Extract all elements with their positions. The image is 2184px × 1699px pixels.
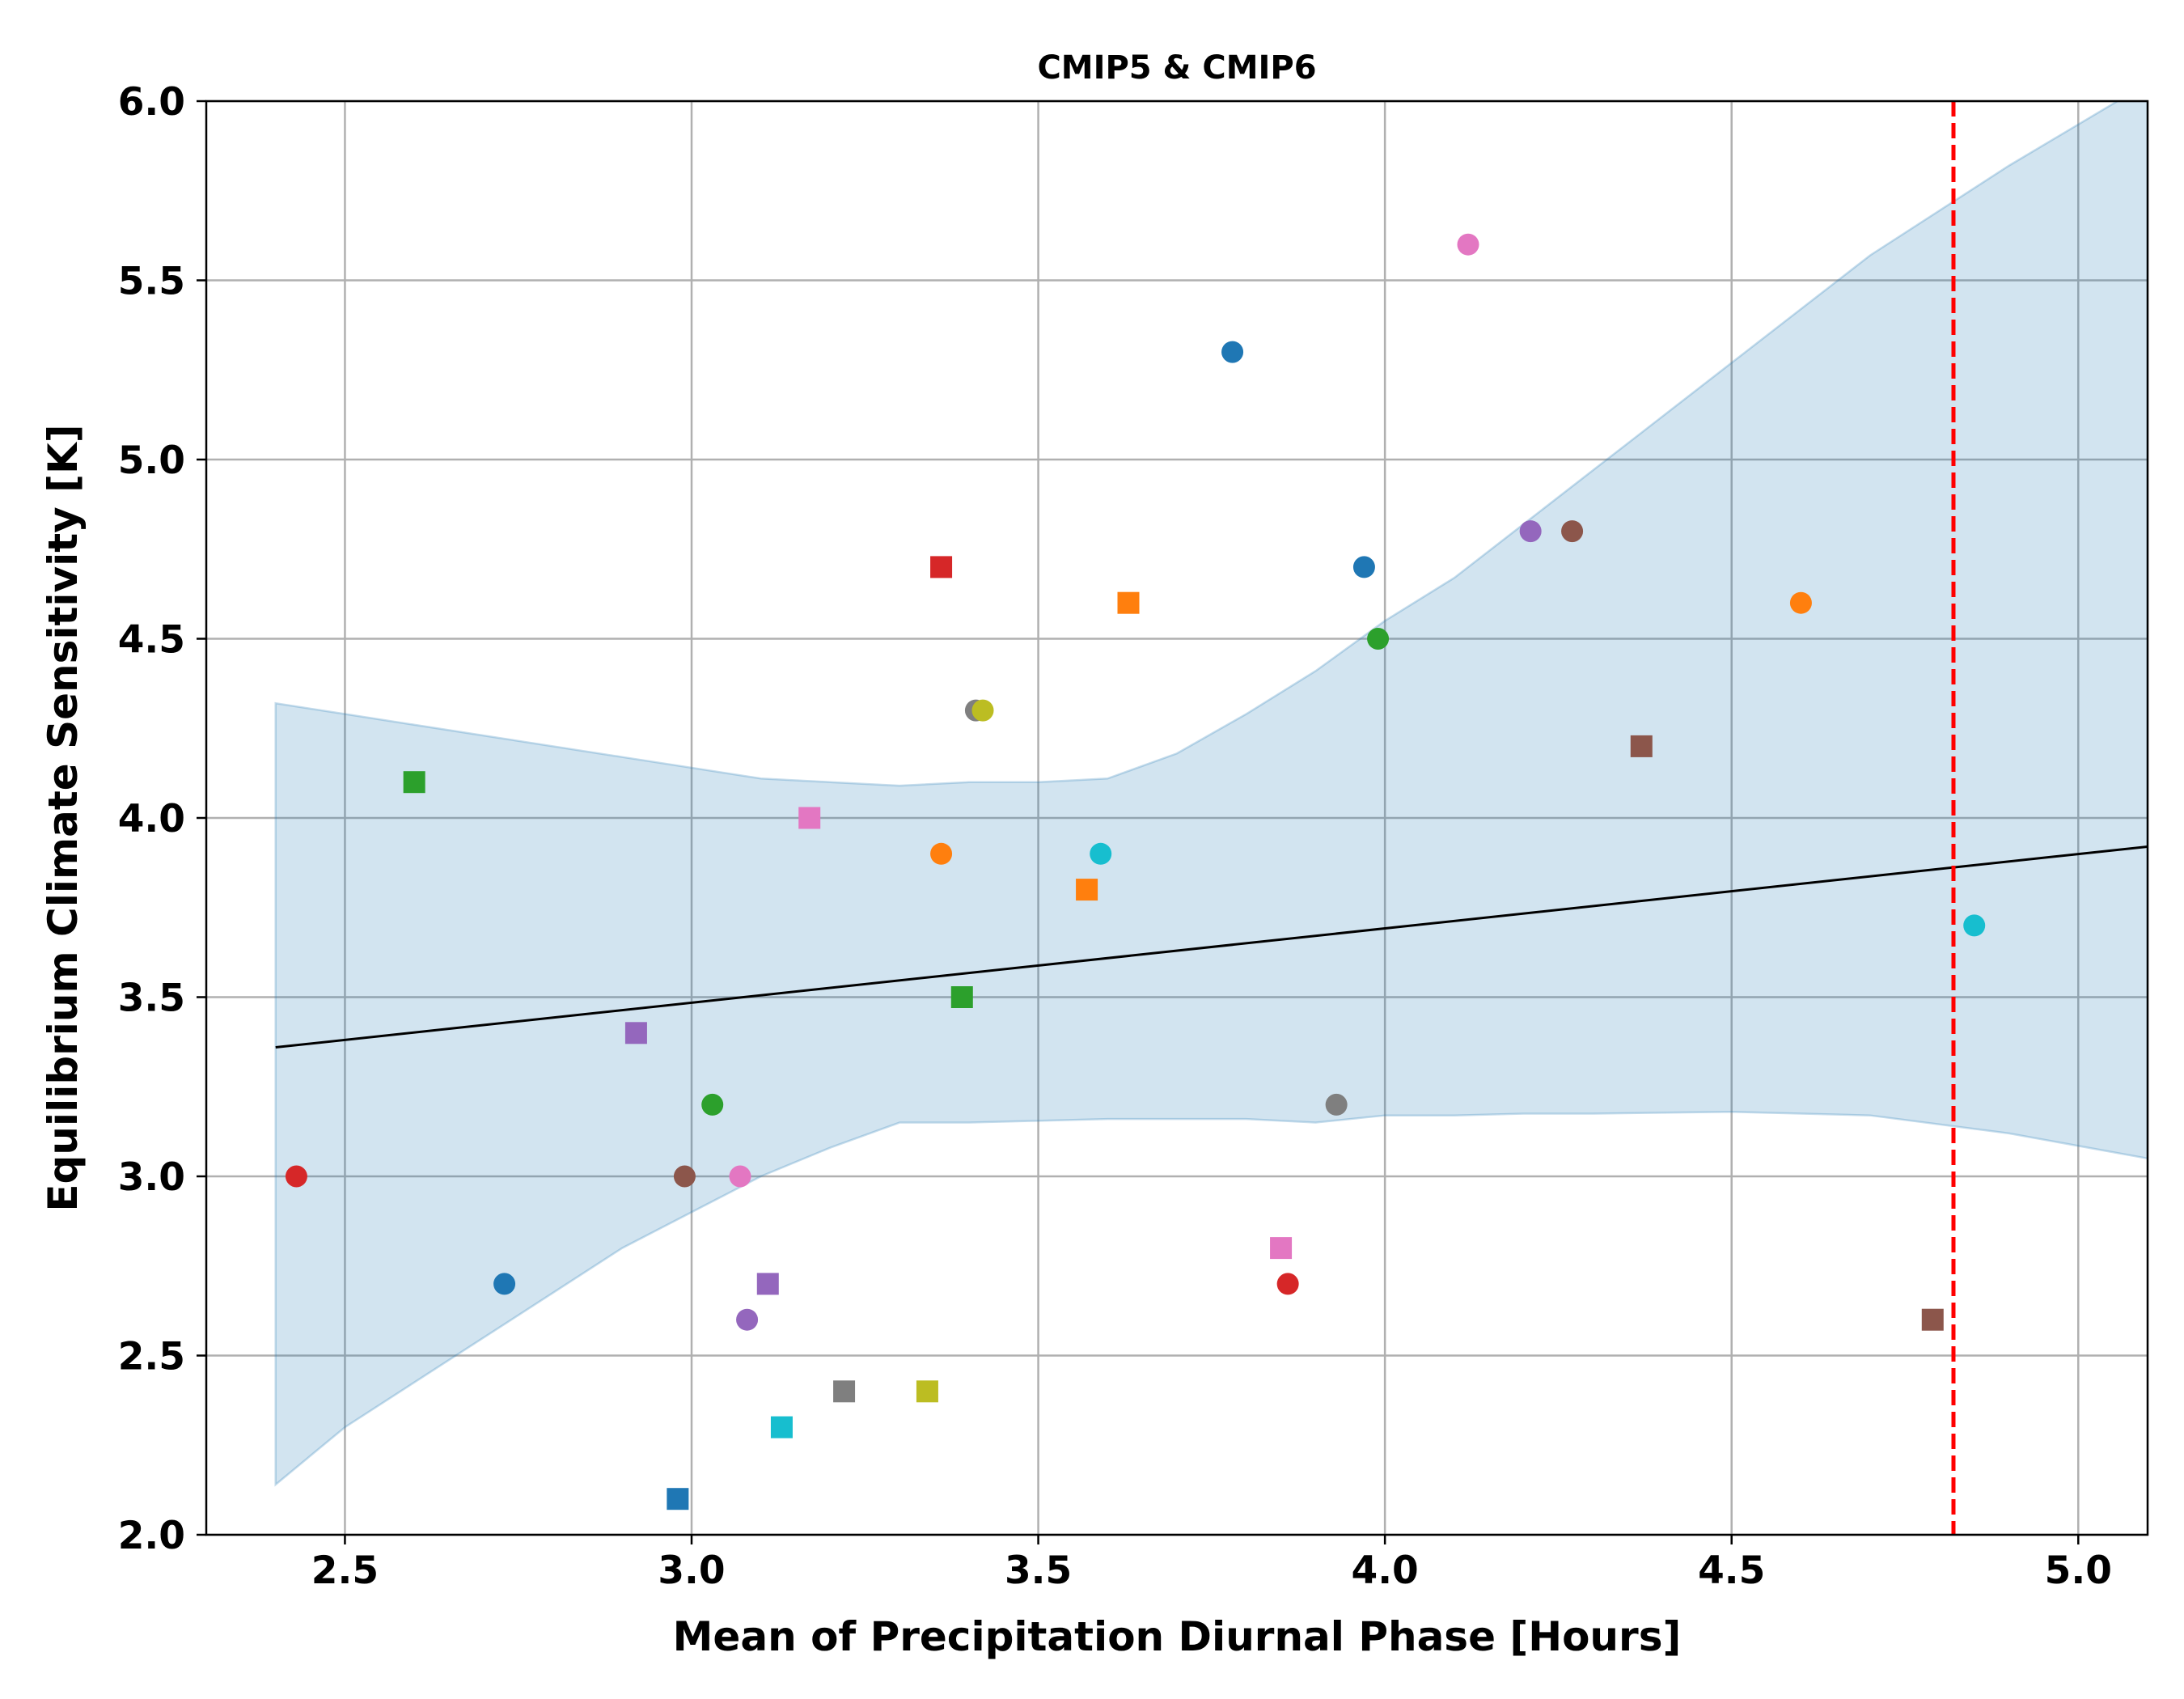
y-tick-label: 2.0 [118, 1514, 185, 1558]
y-axis-label: Equilibrium Climate Sensitivity [K] [40, 424, 87, 1211]
x-tick-label: 4.5 [1698, 1549, 1765, 1593]
circle-point [1221, 341, 1244, 363]
circle-point [1090, 842, 1112, 865]
square-point [403, 771, 425, 794]
ticks-layer: 2.5 3.0 3.5 4.0 4.5 5.0 2.0 2.5 3.0 3.5 4.0 4.5 5.0 5… [118, 80, 2112, 1593]
circle-point [930, 842, 953, 865]
square-point [1117, 591, 1140, 614]
y-tick-label: 3.5 [118, 977, 185, 1021]
square-point [916, 1380, 938, 1403]
circle-point [971, 699, 994, 722]
y-tick-label: 5.5 [118, 260, 185, 304]
y-tick-label: 3.0 [118, 1155, 185, 1200]
square-point [930, 556, 953, 578]
y-tick-label: 4.5 [118, 618, 185, 663]
circle-point [736, 1308, 759, 1331]
circle-point [1367, 628, 1390, 650]
square-point [1076, 879, 1098, 901]
circle-point [1561, 520, 1584, 543]
square-point [950, 986, 973, 1008]
circle-point [1963, 914, 1986, 937]
square-point [756, 1273, 779, 1295]
regression-line [275, 845, 2148, 1049]
x-tick-label: 3.5 [1005, 1549, 1072, 1593]
circle-point [673, 1165, 696, 1188]
x-tick-label: 3.0 [658, 1549, 725, 1593]
circle-point [493, 1273, 516, 1295]
y-tick-label: 5.0 [118, 439, 185, 483]
circle-point [701, 1093, 724, 1116]
x-tick-label: 2.5 [311, 1549, 379, 1593]
circle-point [1276, 1273, 1299, 1295]
x-tick-label: 4.0 [1352, 1549, 1419, 1593]
chart-title: CMIP5 & CMIP6 [1037, 49, 1316, 87]
square-point [1270, 1237, 1293, 1260]
square-point [1921, 1308, 1944, 1331]
circle-point [1457, 233, 1479, 256]
square-point [833, 1380, 856, 1403]
x-tick-label: 5.0 [2045, 1549, 2112, 1593]
y-tick-label: 6.0 [118, 80, 185, 125]
circle-point [1789, 591, 1812, 614]
circle-point [1352, 556, 1375, 578]
points-layer [285, 233, 1986, 1510]
circle-point [729, 1165, 751, 1188]
square-point [798, 807, 821, 829]
circle-point [285, 1165, 307, 1188]
confidence-band [274, 101, 2148, 1487]
y-tick-label: 2.5 [118, 1335, 185, 1379]
confidence-band-layer [274, 101, 2148, 1487]
circle-point [1325, 1093, 1348, 1116]
x-axis-label: Mean of Precipitation Diurnal Phase [Hou… [673, 1613, 1682, 1660]
y-tick-label: 4.0 [118, 797, 185, 841]
square-point [624, 1022, 647, 1044]
square-point [667, 1488, 689, 1510]
square-point [1630, 735, 1653, 757]
regression-line-layer [275, 845, 2148, 1049]
circle-point [1519, 520, 1542, 543]
square-point [770, 1416, 793, 1438]
